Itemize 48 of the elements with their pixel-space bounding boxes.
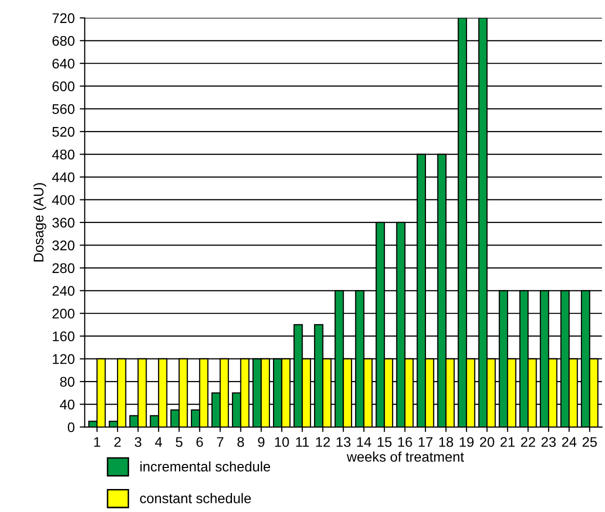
x-tick-label: 24 bbox=[562, 437, 576, 447]
x-tick-label: 25 bbox=[582, 437, 597, 447]
y-tick-label: 0 bbox=[68, 422, 74, 432]
x-tick-label: 3 bbox=[134, 437, 142, 447]
x-tick-label: 14 bbox=[357, 437, 372, 447]
x-tick-label: 4 bbox=[155, 437, 162, 447]
y-tick-label: 480 bbox=[52, 150, 74, 160]
x-tick-label: 23 bbox=[542, 437, 556, 447]
y-tick-label: 40 bbox=[60, 400, 74, 410]
x-tick-label: 10 bbox=[275, 437, 289, 447]
x-tick-label: 18 bbox=[439, 437, 454, 447]
y-tick-label: 640 bbox=[52, 58, 74, 69]
x-tick-label: 6 bbox=[196, 437, 203, 447]
x-tick-label: 15 bbox=[378, 437, 392, 447]
y-tick-label: 680 bbox=[52, 36, 74, 46]
x-tick-label: 21 bbox=[500, 437, 515, 447]
y-tick-label: 600 bbox=[52, 81, 74, 92]
x-tick-label: 8 bbox=[237, 437, 244, 447]
y-tick-label: 320 bbox=[52, 240, 74, 250]
x-tick-label: 5 bbox=[176, 437, 182, 447]
y-tick-label: 240 bbox=[52, 286, 74, 296]
y-tick-label: 80 bbox=[60, 376, 74, 387]
y-tick-label: 360 bbox=[52, 218, 74, 228]
y-tick-label: 520 bbox=[52, 126, 74, 137]
legend-label: incremental schedule bbox=[140, 461, 270, 472]
y-tick-label: 280 bbox=[52, 263, 74, 274]
y-tick-label: 200 bbox=[52, 308, 74, 319]
y-tick-label: 560 bbox=[52, 104, 74, 114]
x-tick-label: 13 bbox=[336, 437, 350, 447]
y-tick-label: 440 bbox=[52, 172, 74, 182]
x-tick-label: 9 bbox=[258, 437, 264, 447]
x-tick-label: 2 bbox=[114, 437, 121, 447]
y-tick-label: 720 bbox=[52, 13, 74, 24]
x-tick-label: 22 bbox=[521, 437, 536, 447]
x-tick-label: 19 bbox=[460, 437, 474, 447]
x-tick-label: 11 bbox=[296, 437, 309, 447]
legend-label: constant schedule bbox=[140, 493, 251, 504]
y-tick-label: 400 bbox=[52, 195, 74, 205]
y-tick-label: 120 bbox=[52, 354, 74, 364]
x-tick-label: 16 bbox=[398, 437, 412, 447]
x-tick-label: 12 bbox=[316, 437, 330, 447]
y-tick-label: 160 bbox=[52, 331, 74, 342]
y-axis-title: Dosage (AU) bbox=[33, 183, 46, 262]
x-tick-label: 17 bbox=[418, 437, 432, 447]
x-tick-label: 7 bbox=[217, 437, 224, 447]
x-axis-title: weeks of treatment bbox=[346, 452, 464, 462]
x-tick-label: 1 bbox=[94, 437, 100, 447]
x-tick-label: 20 bbox=[480, 437, 494, 447]
